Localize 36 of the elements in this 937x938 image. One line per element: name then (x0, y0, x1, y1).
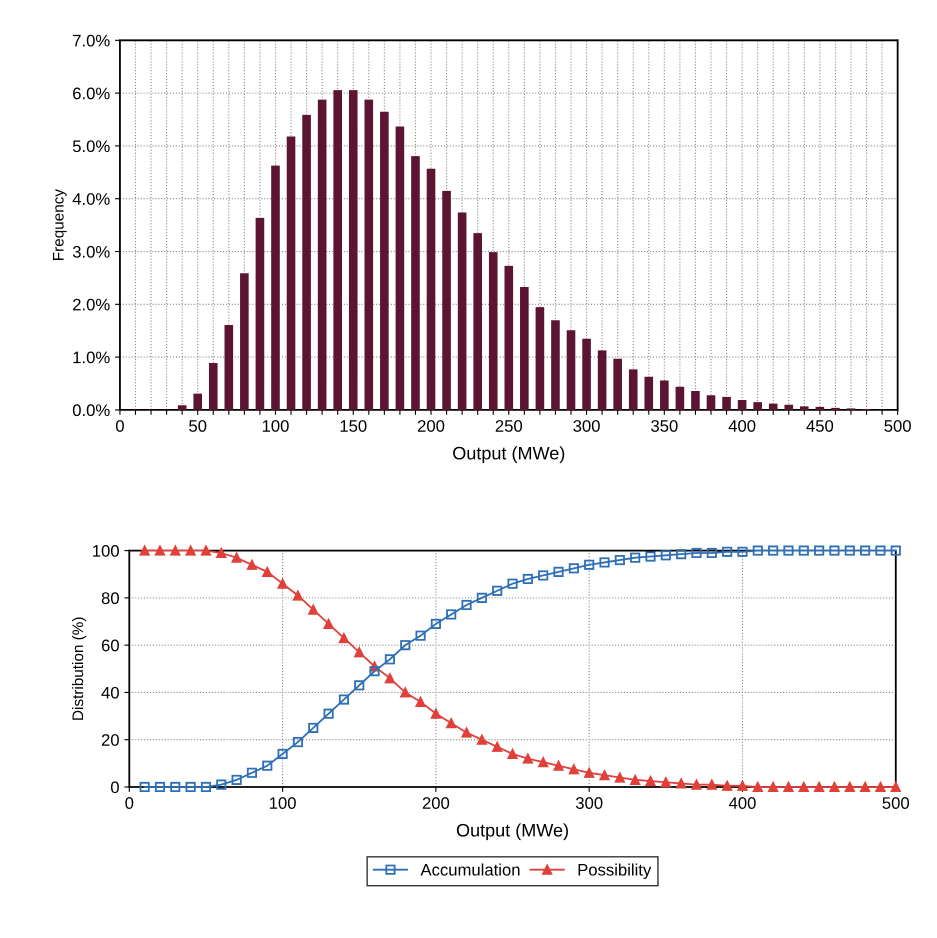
legend-label: Possibility (578, 863, 652, 879)
x-axis-title: Output (MWe) (453, 446, 564, 464)
y-tick-label: 5.0% (72, 140, 110, 152)
x-tick-label: 500 (882, 797, 910, 809)
x-tick-label: 350 (651, 420, 678, 432)
y-tick-label: 1.0% (74, 352, 110, 364)
x-tick-label: 100 (270, 797, 296, 809)
y-tick-label: 100 (93, 545, 119, 557)
y-tick-label: 4.0% (72, 193, 110, 205)
x-tick-label: 100 (262, 420, 289, 432)
x-tick-label: 50 (189, 420, 206, 432)
x-tick-label: 200 (422, 797, 450, 809)
y-tick-label: 60 (102, 640, 119, 652)
x-tick-label: 400 (728, 420, 756, 432)
x-tick-label: 300 (576, 797, 602, 809)
x-tick-label: 500 (884, 420, 911, 432)
y-tick-label: 3.0% (72, 246, 110, 258)
y-axis-title: Distribution (%) (72, 618, 86, 720)
x-axis-title: Output (MWe) (456, 823, 568, 840)
y-tick-label: 2.0% (73, 298, 110, 311)
y-tick-label: 20 (102, 734, 119, 746)
x-tick-label: 0 (125, 797, 134, 809)
y-axis-title: Frequency (52, 189, 67, 260)
y-tick-label: 0 (110, 781, 119, 794)
x-tick-label: 300 (573, 420, 600, 432)
legend-label: Accumulation (420, 863, 520, 876)
y-tick-label: 80 (102, 592, 119, 604)
x-tick-label: 200 (418, 420, 444, 432)
x-tick-label: 150 (340, 420, 366, 432)
x-tick-label: 400 (728, 797, 756, 809)
x-tick-label: 450 (806, 420, 834, 432)
y-tick-label: 7.0% (73, 34, 110, 47)
y-tick-label: 0.0% (72, 404, 110, 416)
y-tick-label: 40 (101, 686, 119, 699)
y-tick-label: 6.0% (73, 88, 110, 100)
x-tick-label: 250 (496, 420, 522, 432)
